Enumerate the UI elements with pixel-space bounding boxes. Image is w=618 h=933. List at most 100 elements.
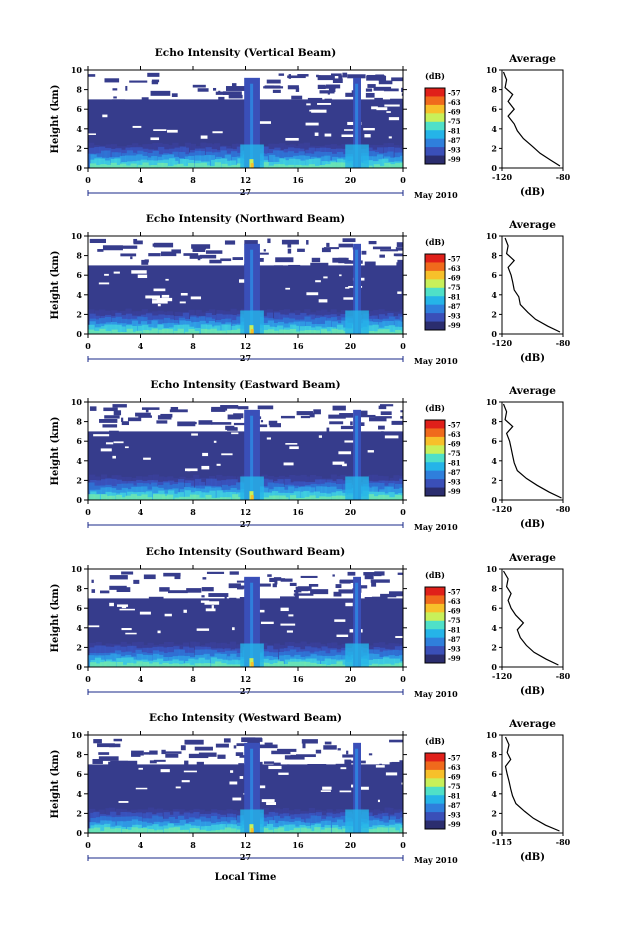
x-tick-label: 20 <box>345 507 357 517</box>
average-y-label: 6 <box>491 769 497 779</box>
boundary-layer-band <box>273 495 280 500</box>
echo-gap <box>339 274 342 277</box>
echo-gap <box>152 300 168 304</box>
upper-echo <box>130 256 133 260</box>
x-tick-label: 0 <box>400 840 406 850</box>
upper-echo <box>345 92 355 97</box>
upper-echo <box>133 579 140 584</box>
boundary-layer-band <box>324 331 331 334</box>
upper-echo <box>149 750 158 755</box>
upper-echo <box>368 753 373 756</box>
boundary-layer-band <box>300 827 307 833</box>
boundary-layer-band <box>398 662 403 667</box>
average-profile-line <box>504 237 561 333</box>
boundary-layer-band <box>142 661 150 667</box>
heatmap <box>88 737 403 833</box>
boundary-layer-band <box>137 164 144 168</box>
upper-echo <box>275 257 294 263</box>
upper-echo <box>397 259 403 265</box>
upper-echo <box>281 239 299 245</box>
upper-echo <box>220 405 239 409</box>
boundary-layer-band <box>294 159 301 168</box>
upper-echo <box>208 593 229 597</box>
echo-gap <box>232 627 235 631</box>
boundary-layer-band <box>225 165 232 168</box>
average-y-label: 0 <box>491 329 497 339</box>
y-tick-label: 4 <box>76 124 82 134</box>
upper-echo <box>121 421 130 426</box>
upper-echo <box>332 574 335 577</box>
boundary-layer-band <box>194 327 201 334</box>
colorbar-segment <box>425 121 445 131</box>
x-tick-label: 20 <box>345 674 357 684</box>
convective-core <box>355 748 359 833</box>
echo-gap <box>112 455 116 459</box>
average-y-label: 6 <box>491 104 497 114</box>
upper-echo <box>279 596 299 600</box>
boundary-layer-band <box>269 165 276 168</box>
average-y-label: 2 <box>491 143 497 153</box>
average-y-label: 6 <box>491 436 497 446</box>
upper-echo <box>121 571 134 575</box>
echo-gap <box>205 608 216 612</box>
x-tick-label: 4 <box>138 175 144 185</box>
boundary-layer-band <box>395 329 402 334</box>
boundary-layer-band <box>194 663 201 667</box>
upper-echo <box>104 415 120 419</box>
boundary-layer-band <box>104 661 111 667</box>
x-tick-label: 16 <box>292 341 304 351</box>
boundary-layer-band <box>220 829 227 833</box>
boundary-layer-band <box>145 491 153 500</box>
echo-gap <box>266 437 271 440</box>
boundary-layer-band <box>220 663 227 667</box>
boundary-layer-band <box>371 663 379 667</box>
boundary-layer-band <box>221 163 228 168</box>
boundary-layer-band <box>267 161 274 168</box>
boundary-layer-band <box>379 165 386 168</box>
boundary-layer-band <box>221 324 228 334</box>
y-tick-label: 10 <box>71 397 83 407</box>
y-axis-label: Height (km) <box>50 417 61 486</box>
boundary-layer-band <box>284 830 291 833</box>
y-tick-label: 4 <box>76 456 82 466</box>
boundary-layer-band <box>100 830 107 833</box>
average-x-unit: (dB) <box>520 686 545 697</box>
upper-echo <box>88 74 96 77</box>
upper-echo <box>225 86 246 91</box>
convective-core <box>355 249 359 334</box>
boundary-layer-band <box>366 165 373 168</box>
boundary-layer-band <box>204 830 212 833</box>
upper-echo <box>202 577 207 580</box>
colorbar-segment <box>425 453 445 463</box>
boundary-layer-band <box>173 325 180 334</box>
x-tick-label: 0 <box>85 175 91 185</box>
echo-gap <box>88 133 96 135</box>
average-y-label: 0 <box>491 163 497 173</box>
colorbar-unit: (dB) <box>425 736 445 746</box>
colorbar-label: -99 <box>448 820 461 829</box>
echo-gap <box>160 769 170 773</box>
upper-echo <box>369 417 387 422</box>
colorbar-segment <box>425 778 445 788</box>
boundary-layer-band <box>162 328 169 334</box>
echo-gap <box>98 282 110 285</box>
upper-echo <box>201 587 214 592</box>
boundary-layer-band <box>373 164 380 168</box>
boundary-layer-band <box>94 158 101 168</box>
x-tick-label: 0 <box>400 507 406 517</box>
echo-gap <box>285 443 298 445</box>
colorbar-segment <box>425 603 445 613</box>
upper-echo <box>171 93 178 97</box>
colorbar-label: -93 <box>448 145 461 154</box>
boundary-layer-band <box>200 162 207 168</box>
echo-gap <box>280 623 296 626</box>
echo-gap <box>113 271 120 274</box>
boundary-layer-band <box>263 492 270 500</box>
panel-4: Echo Intensity (Southward Beam) 0 2 4 6 8 10 He… <box>50 546 571 699</box>
boundary-layer-band <box>220 158 228 168</box>
echo-gap <box>371 106 378 110</box>
boundary-layer-band <box>305 828 312 833</box>
boundary-layer-band <box>183 165 190 168</box>
boundary-layer-band <box>230 828 237 833</box>
boundary-layer-band <box>272 327 279 334</box>
